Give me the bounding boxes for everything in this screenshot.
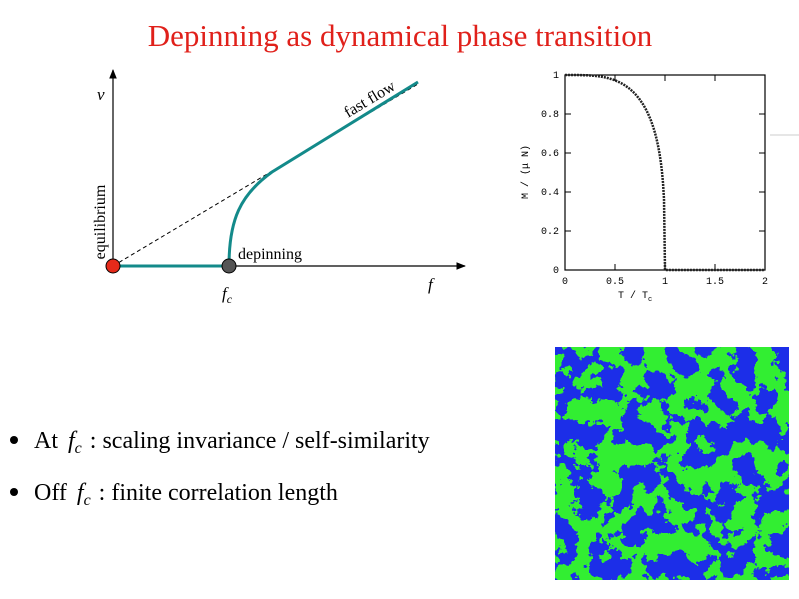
bullet-text: At fc : scaling invariance / self-similari… (34, 428, 430, 457)
velocity-curve (113, 80, 419, 268)
y-tick-label: 0.8 (541, 110, 559, 121)
bullet-symbol-sub: c (75, 440, 82, 457)
depinning-point (221, 258, 237, 274)
x-tick-label: 0.5 (606, 277, 624, 288)
plot-x-label-sub: c (648, 296, 652, 304)
plot-x-label-base: T / T (618, 290, 648, 302)
y-tick-label: 0.4 (541, 188, 559, 199)
x-axis-label: f (428, 275, 435, 294)
x-tick-label: 0 (562, 277, 568, 288)
y-tick-label: 0.2 (541, 227, 559, 238)
equilibrium-point (105, 258, 121, 274)
critical-force-label: fc (222, 284, 233, 306)
bullet-dot (10, 436, 18, 444)
equilibrium-label: equilibrium (92, 184, 109, 259)
plot-frame (564, 74, 766, 271)
y-tick-label: 1 (553, 71, 559, 82)
domain-image (555, 347, 789, 580)
magnetization-curve (565, 73, 765, 272)
critical-force-sub: c (227, 292, 233, 306)
bullet-lead: Off (34, 480, 67, 506)
bullet-symbol: f (68, 428, 78, 454)
bullet-lead: At (34, 428, 58, 454)
x-tick-label: 2 (762, 277, 768, 288)
bullet-list: At fc: scaling invariance / self-similari… (10, 428, 430, 509)
slide-title: Depinning as dynamical phase transition (148, 18, 653, 53)
plot-y-label: M / (μ N) (520, 145, 532, 199)
x-tick-label: 1.5 (706, 277, 724, 288)
critical-force-base: f (222, 284, 229, 303)
magnetization-plot: M / (μ N) T / Tc 0 0.5 1 1.5 2 0 0.2 0.4 0.6 0.8 1 (520, 71, 799, 304)
bullet-symbol: f (77, 480, 87, 506)
plot-x-label: T / Tc (618, 290, 652, 304)
bullet-text: Off fc : finite correlation length (34, 480, 338, 509)
bullet-dot (10, 488, 18, 496)
y-tick-label: 0 (553, 266, 559, 277)
bullet-symbol-sub: c (84, 492, 91, 509)
depinning-label: depinning (238, 246, 302, 263)
y-axis-label: v (97, 85, 105, 104)
y-tick-label: 0.6 (541, 149, 559, 160)
x-tick-label: 1 (662, 277, 668, 288)
depinning-diagram: v f fast flow equilibrium depinning fc (92, 69, 466, 306)
bullet-rest: : scaling invariance / self-similarity (90, 428, 430, 454)
bullet-rest: : finite correlation length (99, 480, 338, 506)
